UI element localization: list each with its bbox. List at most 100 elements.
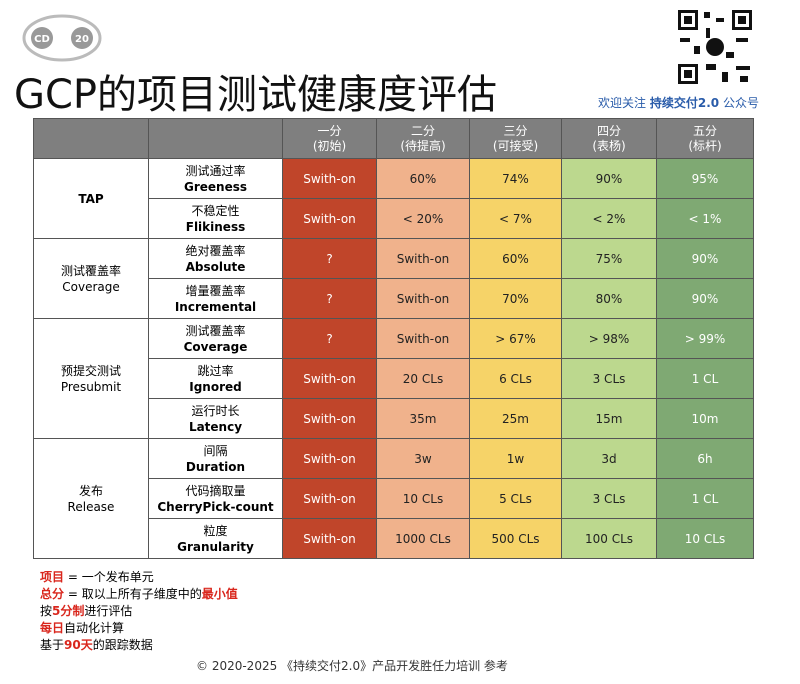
footer: © 2020-2025 《持续交付2.0》产品开发胜任力培训 参考	[196, 659, 508, 673]
score-cell: > 99%	[656, 318, 754, 359]
follow-note: 欢迎关注 持续交付2.0 公众号	[598, 94, 759, 111]
score-cell: 1 CL	[656, 478, 754, 519]
logo-text: 20	[75, 34, 89, 45]
level-note: (标杆)	[688, 138, 722, 153]
level-header: 四分 (表杨)	[561, 118, 657, 159]
score-cell: ?	[282, 238, 377, 279]
metric-cell: 测试覆盖率 Coverage	[148, 318, 283, 359]
follow-suffix: 公众号	[722, 96, 759, 110]
score-cell: < 7%	[469, 198, 562, 239]
metric-row: 增量覆盖率 Incremental? Swith-on 70% 80% 90%	[34, 278, 754, 319]
metric-en: Granularity	[177, 539, 254, 554]
metric-cn: 测试通过率	[185, 163, 246, 178]
metric-en: Flikiness	[185, 219, 246, 234]
notes: 项目 = 一个发布单元 总分 = 取以上所有子维度中的最小值 按5分制进行评估 每日自…	[28, 568, 238, 653]
metric-cn: 跳过率	[197, 363, 234, 378]
metric-cn: 间隔	[203, 443, 228, 458]
level-name: 四分	[596, 123, 621, 138]
score-cell: Swith-on	[282, 438, 377, 479]
score-cell: Swith-on	[376, 238, 470, 279]
metric-cell: 运行时长 Latency	[148, 398, 283, 439]
logo: CD 20	[22, 14, 102, 62]
metric-cn: 增量覆盖率	[185, 283, 246, 298]
note-text: 的跟踪数据	[92, 638, 153, 652]
metric-cn: 运行时长	[191, 403, 240, 418]
score-cell: ?	[282, 318, 377, 359]
level-name: 五分	[692, 123, 717, 138]
metric-row: 运行时长 Latency Swith-on 35m 25m 15m 10m	[34, 398, 754, 439]
metric-cell: 测试通过率 Greeness	[148, 158, 283, 199]
metric-cn: 代码摘取量	[185, 483, 246, 498]
score-cell: 10 CLs	[656, 518, 754, 559]
score-cell: 70%	[469, 278, 562, 319]
level-name: 一分	[317, 123, 342, 138]
group-cell: 发布 Release	[33, 438, 149, 559]
metric-en: Latency	[188, 419, 243, 434]
score-cell: 35m	[376, 398, 470, 439]
metric-cn: 不稳定性	[191, 203, 240, 218]
metric-cell: 跳过率 Ignored	[148, 358, 283, 399]
note: 每日自动化计算	[28, 619, 238, 636]
level-header: 五分 (标杆)	[656, 118, 754, 159]
metric-row: 发布 Release 间隔 Duration Swith-on 3w 1w 3d 6h	[33, 438, 754, 559]
level-note: (可接受)	[492, 138, 539, 153]
logo-text: CD	[34, 34, 50, 45]
score-cell: 60%	[469, 238, 562, 279]
group-name-en: Coverage	[62, 279, 120, 294]
score-cell: 95%	[656, 158, 754, 199]
level-header: 三分 (可接受)	[469, 118, 562, 159]
group-cell: TAP	[33, 158, 149, 239]
note: 总分 = 取以上所有子维度中的最小值	[28, 585, 238, 602]
score-cell: < 2%	[561, 198, 657, 239]
score-cell: 15m	[561, 398, 657, 439]
follow-prefix: 欢迎关注	[598, 96, 647, 110]
group-name: TAP	[78, 191, 104, 206]
metric-cell: 绝对覆盖率 Absolute	[148, 238, 283, 279]
header-cell	[148, 118, 283, 159]
score-cell: ?	[282, 278, 377, 319]
score-cell: 1 CL	[656, 358, 754, 399]
group-name: 发布	[78, 483, 103, 498]
note-text: 最小值	[201, 587, 238, 601]
group-cell: 预提交测试 Presubmit	[33, 318, 149, 439]
score-cell: Swith-on	[282, 198, 377, 239]
score-cell: 80%	[561, 278, 657, 319]
score-cell: Swith-on	[282, 358, 377, 399]
score-cell: 3 CLs	[561, 358, 657, 399]
score-cell: 1w	[469, 438, 562, 479]
score-cell: 10 CLs	[376, 478, 470, 519]
note-text: 总分	[40, 587, 65, 601]
group-name: 测试覆盖率	[60, 263, 121, 278]
score-cell: Swith-on	[282, 158, 377, 199]
note-text: 90天	[64, 638, 93, 652]
metric-en: Coverage	[183, 339, 248, 354]
metric-row: 测试覆盖率 Coverage 绝对覆盖率 Absolute? Swith-on 60% 75…	[33, 238, 754, 319]
level-name: 二分	[410, 123, 435, 138]
score-cell: Swith-on	[282, 398, 377, 439]
metric-cell: 增量覆盖率 Incremental	[148, 278, 283, 319]
group-name-en: Presubmit	[60, 379, 122, 394]
note-text: 进行评估	[84, 604, 133, 618]
metric-cn: 绝对覆盖率	[185, 243, 246, 258]
note-text: = 取以上所有子维度中的	[64, 587, 202, 601]
qr-code	[676, 8, 754, 86]
level-header: 二分 (待提高)	[376, 118, 470, 159]
metric-cn: 测试覆盖率	[185, 323, 246, 338]
metric-cn: 粒度	[203, 523, 228, 538]
score-cell: 10m	[656, 398, 754, 439]
metric-cell: 代码摘取量 CherryPick-count	[148, 478, 283, 519]
score-cell: > 98%	[561, 318, 657, 359]
level-note: (初始)	[312, 138, 347, 153]
score-cell: 3 CLs	[561, 478, 657, 519]
metric-cell: 粒度 Granularity	[148, 518, 283, 559]
score-cell: 25m	[469, 398, 562, 439]
score-cell: Swith-on	[376, 318, 470, 359]
header-row: 一分 (初始) 二分 (待提高) 三分 (可接受) 四分 (表杨) 五分 (标杆)	[33, 118, 754, 159]
metric-en: Duration	[185, 459, 246, 474]
metric-en: Absolute	[185, 259, 246, 274]
health-table: 一分 (初始) 二分 (待提高) 三分 (可接受) 四分 (表杨) 五分 (标杆) TAP 测试通过率…	[33, 118, 754, 559]
note: 基于90天的跟踪数据	[28, 636, 238, 653]
score-cell: 90%	[656, 278, 754, 319]
metric-row: 代码摘取量 CherryPick-count Swith-on 10 CLs 5 CLs…	[34, 478, 754, 519]
score-cell: < 20%	[376, 198, 470, 239]
